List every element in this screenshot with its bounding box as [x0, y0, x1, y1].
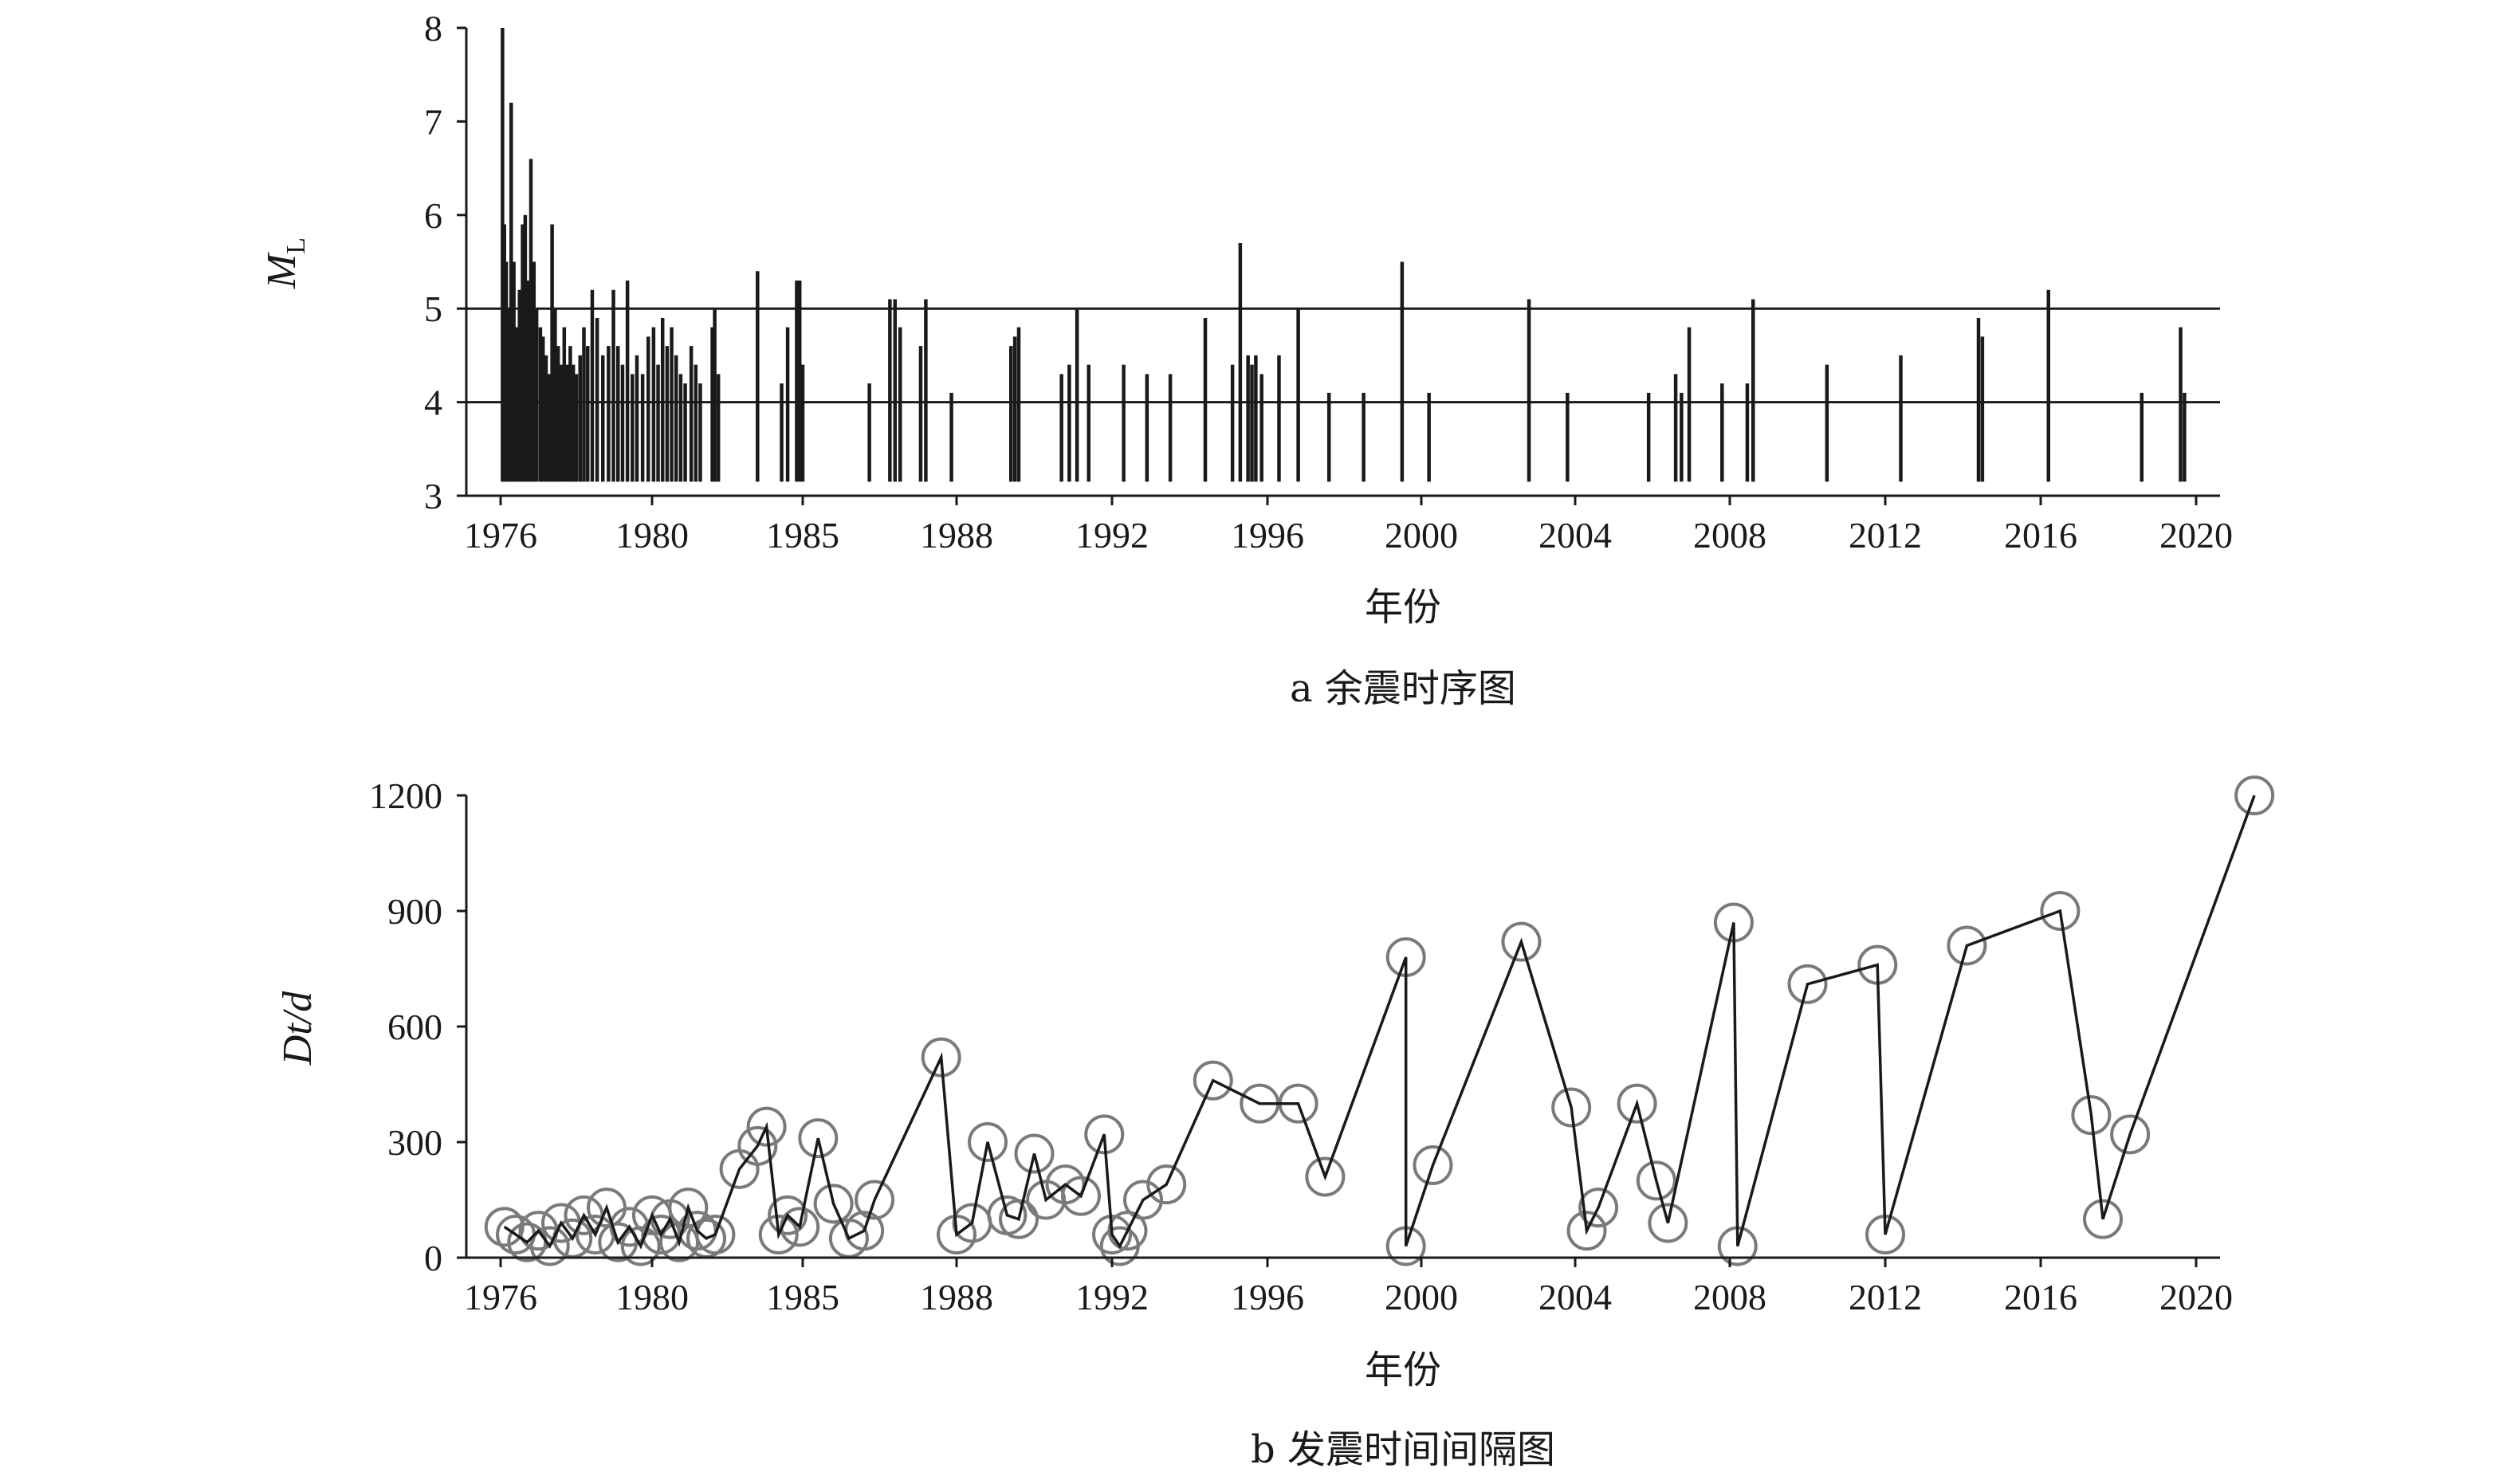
interval-marker — [484, 1207, 525, 1247]
x-tick-label: 2012 — [1849, 1277, 1922, 1317]
x-axis-label: 年份 — [1365, 585, 1441, 630]
y-tick-label: 3 — [424, 476, 442, 516]
x-tick-label: 1985 — [766, 515, 839, 556]
interval-marker — [1146, 1164, 1187, 1205]
x-tick-label: 2016 — [2004, 1277, 2077, 1317]
interval-marker — [1014, 1133, 1055, 1174]
x-tick-label: 1985 — [766, 1277, 839, 1317]
interval-series-line — [503, 795, 2256, 1250]
interval-marker — [855, 1180, 895, 1220]
x-tick-label: 1980 — [615, 1277, 689, 1317]
interval-marker — [921, 1037, 961, 1078]
x-axis-ticks: 1976 1980 1985 1988 1992 1996 2000 2004 2008 2012… — [464, 1258, 2233, 1317]
y-axis-ticks: 0 300 600 900 1200 — [369, 775, 466, 1278]
interval-marker — [737, 1125, 778, 1166]
interval-marker — [1107, 1211, 1148, 1251]
x-tick-label: 1992 — [1075, 515, 1149, 556]
x-tick-label: 2004 — [1538, 1277, 1612, 1317]
x-tick-label: 1976 — [464, 515, 537, 556]
x-tick-label: 1996 — [1231, 515, 1304, 556]
x-tick-label: 2020 — [2159, 515, 2233, 556]
x-tick-label: 2012 — [1849, 515, 1922, 556]
interval-marker — [1092, 1215, 1132, 1254]
y-axis-label-subscript: L — [281, 238, 311, 254]
x-tick-label: 1980 — [615, 515, 689, 556]
y-tick-label: 300 — [387, 1122, 442, 1163]
y-axis-label: ML — [259, 238, 311, 289]
interval-marker — [2071, 1095, 2112, 1136]
interval-marker — [758, 1215, 799, 1254]
interval-marker — [1947, 925, 1987, 966]
x-tick-label: 1988 — [920, 1277, 993, 1317]
interval-marker — [968, 1122, 1008, 1162]
x-tick-label: 1992 — [1075, 1277, 1149, 1317]
x-axis-ticks: 1976 1980 1985 1988 1992 1996 2000 2004 2008 2012… — [464, 496, 2233, 556]
x-tick-label: 2020 — [2159, 1277, 2233, 1317]
panel-caption-b: b 发震时间间隔图 — [1251, 1427, 1555, 1472]
x-tick-label: 2000 — [1385, 1277, 1458, 1317]
interval-marker — [2040, 891, 2081, 931]
interval-marker — [813, 1184, 854, 1224]
magnitude-bars — [501, 28, 2187, 482]
interval-marker — [695, 1215, 736, 1254]
x-tick-label: 1996 — [1231, 1277, 1304, 1317]
x-axis-label: 年份 — [1365, 1348, 1441, 1392]
y-tick-label: 7 — [424, 101, 442, 142]
x-tick-label: 1988 — [920, 515, 993, 556]
interval-marker — [999, 1199, 1039, 1239]
interval-marker — [1636, 1160, 1676, 1201]
y-tick-label: 4 — [424, 383, 442, 423]
aftershock-time-series-panel: 3 4 5 6 7 8 1976 1980 1985 1988 1992 1996 2000 2004 2… — [259, 8, 2233, 711]
y-tick-label: 600 — [387, 1007, 442, 1047]
interval-marker — [1566, 1211, 1607, 1251]
interval-marker — [1551, 1087, 1592, 1128]
x-tick-label: 2008 — [1693, 1277, 1766, 1317]
interval-marker — [2083, 1199, 2123, 1239]
interval-marker — [1123, 1180, 1163, 1220]
interval-marker — [668, 1188, 709, 1228]
interval-marker — [1305, 1156, 1346, 1197]
interval-marker — [1061, 1176, 1101, 1216]
interval-marker — [768, 1195, 808, 1235]
interval-marker — [2234, 775, 2275, 815]
panel-caption-a: a 余震时序图 — [1290, 666, 1516, 711]
x-tick-label: 2000 — [1385, 515, 1458, 556]
interval-time-panel: 0 300 600 900 1200 1976 1980 1985 1988 1992 1996 2… — [275, 775, 2275, 1472]
interval-marker — [529, 1226, 570, 1266]
interval-marker — [1413, 1145, 1453, 1185]
y-tick-label: 900 — [387, 891, 442, 932]
y-tick-label: 6 — [424, 195, 442, 236]
interval-marker — [1787, 964, 1828, 1004]
y-tick-label: 8 — [424, 8, 442, 49]
y-axis-ticks: 3 4 5 6 7 8 — [424, 8, 466, 516]
y-tick-label: 5 — [424, 289, 442, 329]
interval-marker — [1617, 1083, 1657, 1124]
x-tick-label: 2016 — [2004, 515, 2077, 556]
y-tick-label: 0 — [424, 1238, 442, 1278]
interval-marker — [746, 1106, 787, 1147]
y-axis-label: Dt/d — [275, 991, 320, 1066]
y-tick-label: 1200 — [369, 775, 442, 816]
interval-marker — [2110, 1114, 2151, 1155]
interval-marker — [1193, 1060, 1233, 1101]
interval-marker — [798, 1118, 839, 1159]
interval-marker — [1648, 1203, 1688, 1243]
x-tick-label: 2008 — [1693, 515, 1766, 556]
x-tick-label: 2004 — [1538, 515, 1612, 556]
interval-marker — [1501, 921, 1542, 962]
interval-marker — [1578, 1188, 1619, 1228]
x-tick-label: 1976 — [464, 1277, 537, 1317]
